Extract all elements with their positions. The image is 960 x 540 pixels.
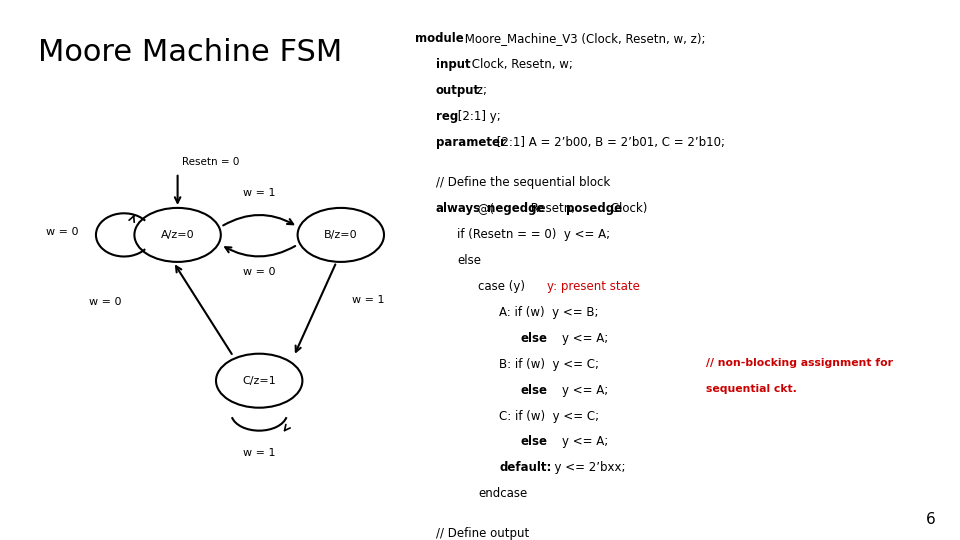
Text: w = 0: w = 0 [243,267,276,278]
Text: y <= A;: y <= A; [547,332,609,345]
Text: z;: z; [473,84,488,97]
Text: C/z=1: C/z=1 [242,376,276,386]
Text: y <= A;: y <= A; [547,383,609,396]
Text: module: module [415,32,464,45]
Text: A: if (w)  y <= B;: A: if (w) y <= B; [499,306,599,319]
Text: parameter: parameter [436,136,506,149]
Text: if (Resetn = = 0)  y <= A;: if (Resetn = = 0) y <= A; [457,228,611,241]
Text: else: else [520,383,547,396]
Text: sequential ckt.: sequential ckt. [706,383,797,394]
Text: // non-blocking assignment for: // non-blocking assignment for [706,357,893,368]
Text: else: else [457,254,481,267]
Text: Clock, Resetn, w;: Clock, Resetn, w; [468,58,572,71]
Text: y <= 2’bxx;: y <= 2’bxx; [547,461,626,474]
Text: negedge: negedge [487,202,544,215]
Text: w = 1: w = 1 [352,295,385,305]
Text: A/z=0: A/z=0 [160,230,195,240]
Text: w = 0: w = 0 [89,298,121,307]
Text: B: if (w)  y <= C;: B: if (w) y <= C; [499,357,599,370]
Text: Moore Machine FSM: Moore Machine FSM [38,38,343,67]
Text: w = 1: w = 1 [243,188,276,198]
Text: output: output [436,84,480,97]
Text: [2:1] A = 2’b00, B = 2’b01, C = 2’b10;: [2:1] A = 2’b00, B = 2’b01, C = 2’b10; [493,136,726,149]
Text: @(: @( [474,202,494,215]
Text: C: if (w)  y <= C;: C: if (w) y <= C; [499,409,599,422]
Text: y <= A;: y <= A; [547,435,609,448]
Text: Resetn = 0: Resetn = 0 [182,157,240,167]
Text: reg: reg [436,110,458,123]
Text: always: always [436,202,481,215]
Text: 6: 6 [926,511,936,526]
Text: w = 0: w = 0 [46,227,79,237]
Text: input: input [436,58,470,71]
Text: Moore_Machine_V3 (Clock, Resetn, w, z);: Moore_Machine_V3 (Clock, Resetn, w, z); [461,32,706,45]
Text: Resetn,: Resetn, [527,202,579,215]
Text: // Define the sequential block: // Define the sequential block [436,176,611,189]
Text: w = 1: w = 1 [243,448,276,458]
Text: B/z=0: B/z=0 [324,230,358,240]
Text: else: else [520,332,547,345]
Text: Clock): Clock) [607,202,647,215]
Text: default:: default: [499,461,552,474]
Text: endcase: endcase [478,487,527,500]
Text: else: else [520,435,547,448]
Text: // Define output: // Define output [436,528,529,540]
Text: posedge: posedge [566,202,622,215]
Text: [2:1] y;: [2:1] y; [454,110,501,123]
Text: case (y): case (y) [478,280,533,293]
Text: y: present state: y: present state [547,280,640,293]
